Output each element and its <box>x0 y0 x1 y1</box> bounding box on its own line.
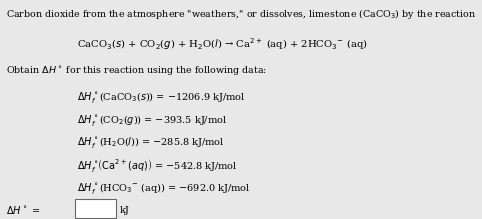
Text: kJ: kJ <box>120 206 129 215</box>
Text: $\Delta H_f^\circ$(HCO$_3$$^{-}$ (aq)) = −692.0 kJ/mol: $\Delta H_f^\circ$(HCO$_3$$^{-}$ (aq)) =… <box>77 181 251 196</box>
Text: CaCO$_3$($s$) + CO$_2$($g$) + H$_2$O($l$) → Ca$^{2+}$ (aq) + 2HCO$_3$$^{-}$ (aq): CaCO$_3$($s$) + CO$_2$($g$) + H$_2$O($l$… <box>77 36 368 52</box>
Text: $\Delta H_f^\circ$(CaCO$_3$($s$)) = −1206.9 kJ/mol: $\Delta H_f^\circ$(CaCO$_3$($s$)) = −120… <box>77 90 246 105</box>
Bar <box>75 199 116 218</box>
Text: $\Delta H_f^\circ$(CO$_2$($g$)) = −393.5 kJ/mol: $\Delta H_f^\circ$(CO$_2$($g$)) = −393.5… <box>77 113 228 127</box>
Text: Carbon dioxide from the atmosphere "weathers," or dissolves, limestone (CaCO$_3$: Carbon dioxide from the atmosphere "weat… <box>6 7 476 21</box>
Text: $\Delta H_f^\circ$(H$_2$O($l$)) = −285.8 kJ/mol: $\Delta H_f^\circ$(H$_2$O($l$)) = −285.8… <box>77 135 225 150</box>
Text: Obtain $\Delta H^\circ$ for this reaction using the following data:: Obtain $\Delta H^\circ$ for this reactio… <box>6 65 267 78</box>
Text: $\Delta H^\circ$ =: $\Delta H^\circ$ = <box>6 204 40 216</box>
Text: $\Delta H_f^\circ\!\left(\mathrm{Ca}^{2+}(aq)\right)$ = −542.8 kJ/mol: $\Delta H_f^\circ\!\left(\mathrm{Ca}^{2+… <box>77 157 238 174</box>
